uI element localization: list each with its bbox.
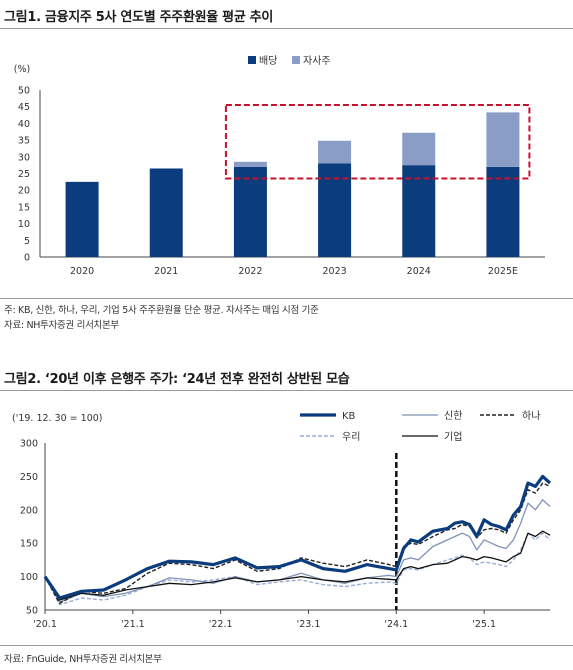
figure1-title-rule [0, 28, 573, 29]
bar-buyback [486, 112, 520, 167]
x-tick-label: '21.1 [121, 619, 145, 630]
legend-buyback: 자사주 [303, 55, 331, 67]
y-tick-label: 30 [18, 152, 30, 163]
y-tick-label: 50 [18, 86, 30, 97]
legend-label-KB: KB [342, 411, 356, 422]
legend-swatch [248, 56, 256, 64]
legend-label-하나: 하나 [522, 409, 540, 422]
figure2-bottom-rule [0, 645, 573, 646]
y-tick-label: 20 [18, 186, 30, 197]
bar-dividend [233, 166, 267, 257]
series-line-KB [43, 474, 552, 600]
y-axis-unit: ('19. 12. 30 = 100) [12, 413, 103, 424]
figure1-chart: (%) 0 5 10 15 20 25 30 35 40 45 50 2020 2021 2022 2023 2… [14, 55, 545, 277]
legend-label-우리: 우리 [342, 431, 360, 443]
y-tick-label: 10 [18, 219, 30, 230]
y-tick-label: 100 [20, 572, 38, 583]
figure2-source: 자료: FnGuide, NH투자증권 리서치본부 [4, 654, 162, 665]
x-tick-label: 2021 [154, 266, 178, 277]
legend-label-신한: 신한 [444, 410, 462, 422]
highlight-box [224, 104, 531, 180]
y-tick-label: 45 [18, 102, 30, 113]
bar-dividend [149, 168, 183, 257]
x-tick-label: 2023 [322, 266, 346, 277]
figure1-source: 자료: NH투자증권 리서치본부 [4, 320, 119, 331]
figure2-title: 그림2. ‘20년 이후 은행주 주가: ‘24년 전후 완전히 상반된 모습 [4, 372, 350, 387]
figure1-title: 그림1. 금융지주 5사 연도별 주주환원율 평균 추이 [4, 10, 274, 25]
y-tick-label: 40 [18, 119, 30, 130]
figure1-bottom-rule [0, 298, 573, 299]
series-line-기업 [44, 530, 551, 601]
y-tick-label: 0 [24, 253, 30, 264]
bar-buyback [318, 140, 352, 164]
y-tick-label: 250 [20, 472, 38, 483]
y-tick-label: 50 [26, 606, 38, 617]
bar-dividend [65, 181, 99, 257]
y-tick-label: 15 [18, 202, 30, 213]
bar-dividend [402, 165, 436, 257]
series-line-하나 [44, 482, 551, 604]
x-tick-label: '22.1 [209, 619, 233, 630]
bar-buyback [402, 132, 436, 166]
x-tick-label: 2025E [488, 266, 518, 277]
y-axis-unit: (%) [14, 64, 30, 75]
figure2-chart: ('19. 12. 30 = 100) 50 100 150 200 250 300 '20.… [12, 409, 552, 630]
legend-dividend: 배당 [259, 55, 277, 67]
series-line-우리 [44, 532, 551, 606]
x-tick-label: '24.1 [384, 619, 408, 630]
bar-dividend [486, 166, 520, 257]
x-tick-label: '25.1 [472, 619, 496, 630]
legend-swatch [292, 56, 300, 64]
y-tick-label: 35 [18, 136, 30, 147]
x-tick-label: 2022 [238, 266, 262, 277]
figure2-title-rule [0, 390, 573, 391]
legend-label-기업: 기업 [444, 430, 462, 443]
x-tick-label: '20.1 [33, 619, 57, 630]
series-line-신한 [44, 499, 551, 603]
bar-buyback [233, 161, 267, 167]
x-tick-label: 2024 [407, 266, 431, 277]
x-tick-label: '23.1 [297, 619, 321, 630]
figure1-note: 주: KB, 신한, 하나, 우리, 기업 5사 주주환원율 단순 평균. 자사… [4, 305, 319, 316]
x-tick-label: 2020 [70, 266, 94, 277]
y-tick-label: 200 [20, 505, 38, 516]
y-tick-label: 150 [20, 539, 38, 550]
y-tick-label: 25 [18, 169, 30, 180]
bar-dividend [318, 163, 352, 257]
y-tick-label: 300 [20, 439, 38, 450]
y-tick-label: 5 [24, 236, 30, 247]
